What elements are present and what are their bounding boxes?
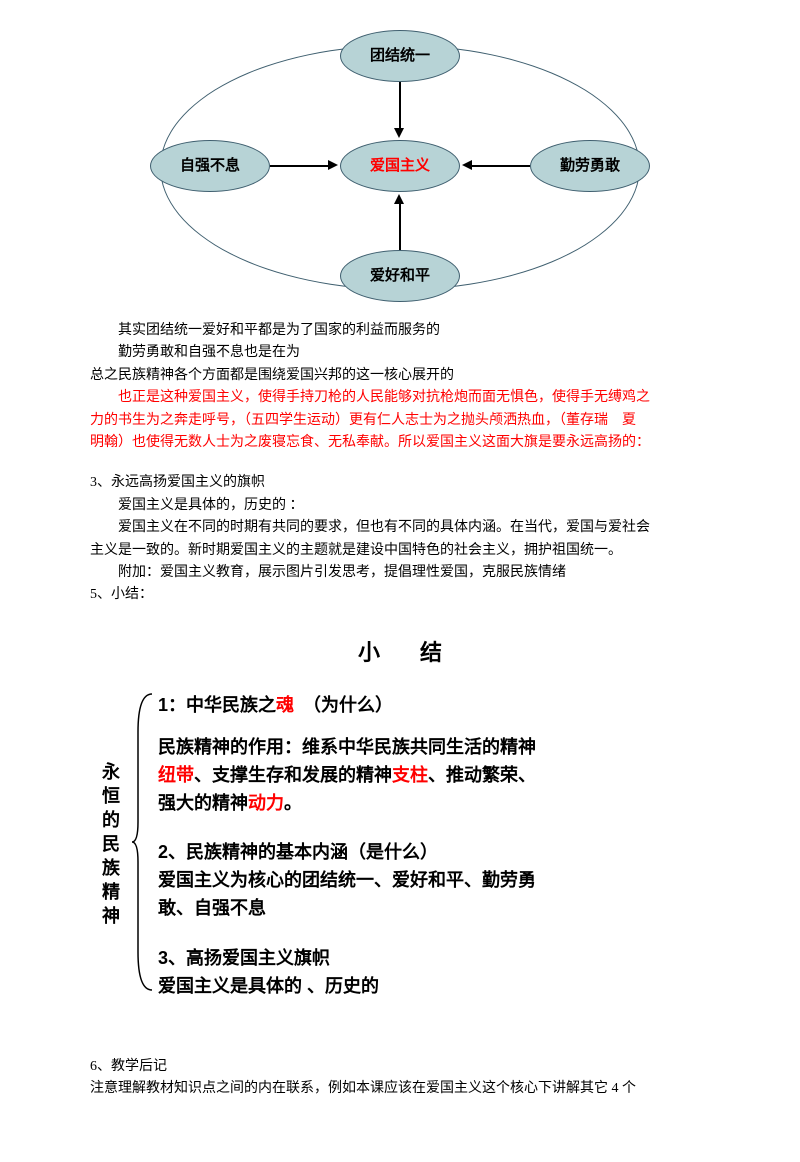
node-center-label: 爱国主义 <box>370 154 430 178</box>
body-l4a: 也正是这种爱国主义，使得手持刀枪的人民能够对抗枪炮而面无惧色，使得手无缚鸡之 <box>90 387 710 409</box>
s2-body: 爱国主义为核心的团结统一、爱好和平、勤劳勇敢、自强不息 <box>158 867 538 923</box>
node-right-label: 勤劳勇敢 <box>560 154 620 178</box>
section3-p2b: 主义是一致的。新时期爱国主义的主题就是建设中国特色的社会主义，拥护祖国统一。 <box>90 540 710 562</box>
arrow-left-head <box>328 160 338 170</box>
s3-title: 3、高扬爱国主义旗帜 <box>158 945 538 973</box>
body-l4c: 明翰）也使得无数人士为之废寝忘食、无私奉献。所以爱国主义这面大旗是要永远高扬的： <box>90 432 710 454</box>
s1-title-a: 1：中华民族之 <box>158 695 276 715</box>
s1-body-d: 支柱 <box>392 765 428 785</box>
arrow-bottom <box>399 204 401 250</box>
node-top-label: 团结统一 <box>370 44 430 68</box>
body-l3: 总之民族精神各个方面都是围绕爱国兴邦的这一核心展开的 <box>90 365 710 387</box>
s3-body: 爱国主义是具体的 、历史的 <box>158 973 538 1001</box>
arrow-left <box>270 165 328 167</box>
s1-body-b: 纽带 <box>158 765 194 785</box>
brace-icon <box>130 692 158 992</box>
summary-title: 小结 <box>40 635 800 670</box>
node-bottom: 爱好和平 <box>340 250 460 302</box>
summary-block: 永恒的民族精神 1：中华民族之魂 （为什么） 民族精神的作用：维系中华民族共同生… <box>0 692 800 1001</box>
s1-title-c: （为什么） <box>294 695 393 715</box>
section6-body: 注意理解教材知识点之间的内在联系，例如本课应该在爱国主义这个核心下讲解其它 4 … <box>90 1078 710 1100</box>
node-bottom-label: 爱好和平 <box>370 264 430 288</box>
node-right: 勤劳勇敢 <box>530 140 650 192</box>
summary-item-1: 1：中华民族之魂 （为什么） 民族精神的作用：维系中华民族共同生活的精神纽带、支… <box>158 692 538 818</box>
concept-diagram: 团结统一 自强不息 爱国主义 勤劳勇敢 爱好和平 <box>120 30 680 310</box>
section5-title: 5、小结： <box>90 584 710 606</box>
s1-body-a: 民族精神的作用：维系中华民族共同生活的精神 <box>158 737 536 757</box>
vertical-label: 永恒的民族精神 <box>89 692 130 1001</box>
s1-body-c: 、支撑生存和发展的精神 <box>194 765 392 785</box>
summary-items: 1：中华民族之魂 （为什么） 民族精神的作用：维系中华民族共同生活的精神纽带、支… <box>158 692 538 1001</box>
node-left-label: 自强不息 <box>180 154 240 178</box>
s1-title-b: 魂 <box>276 695 294 715</box>
section3-title: 3、永远高扬爱国主义的旗帜 <box>90 472 710 494</box>
body-text: 其实团结统一爱好和平都是为了国家的利益而服务的 勤劳勇敢和自强不息也是在为 总之… <box>0 320 800 454</box>
summary-item-2: 2、民族精神的基本内涵（是什么） 爱国主义为核心的团结统一、爱好和平、勤劳勇敢、… <box>158 839 538 923</box>
arrow-bottom-head <box>394 194 404 204</box>
arrow-right-head <box>462 160 472 170</box>
s2-title: 2、民族精神的基本内涵（是什么） <box>158 839 538 867</box>
body-l1: 其实团结统一爱好和平都是为了国家的利益而服务的 <box>90 320 710 342</box>
body-l4b: 力的书生为之奔走呼号，（五四学生运动）更有仁人志士为之抛头颅洒热血，（董存瑞 夏 <box>90 410 710 432</box>
section5-title-wrap: 5、小结： <box>0 584 800 606</box>
section3-p2a: 爱国主义在不同的时期有共同的要求，但也有不同的具体内涵。在当代，爱国与爱社会 <box>90 517 710 539</box>
arrow-right <box>472 165 530 167</box>
node-center: 爱国主义 <box>340 140 460 192</box>
arrow-top <box>399 82 401 128</box>
section3-p3: 附加：爱国主义教育，展示图片引发思考，提倡理性爱国，克服民族情绪 <box>90 562 710 584</box>
summary-item-3: 3、高扬爱国主义旗帜 爱国主义是具体的 、历史的 <box>158 945 538 1001</box>
node-left: 自强不息 <box>150 140 270 192</box>
body-l2: 勤劳勇敢和自强不息也是在为 <box>90 342 710 364</box>
node-top: 团结统一 <box>340 30 460 82</box>
section3-p1: 爱国主义是具体的，历史的 ： <box>90 495 710 517</box>
section3: 3、永远高扬爱国主义的旗帜 爱国主义是具体的，历史的 ： 爱国主义在不同的时期有… <box>0 472 800 584</box>
s1-body-g: 。 <box>284 793 302 813</box>
arrow-top-head <box>394 128 404 138</box>
section6: 6、教学后记 注意理解教材知识点之间的内在联系，例如本课应该在爱国主义这个核心下… <box>0 1056 800 1101</box>
s1-body-f: 动力 <box>248 793 284 813</box>
section6-title: 6、教学后记 <box>90 1056 710 1078</box>
